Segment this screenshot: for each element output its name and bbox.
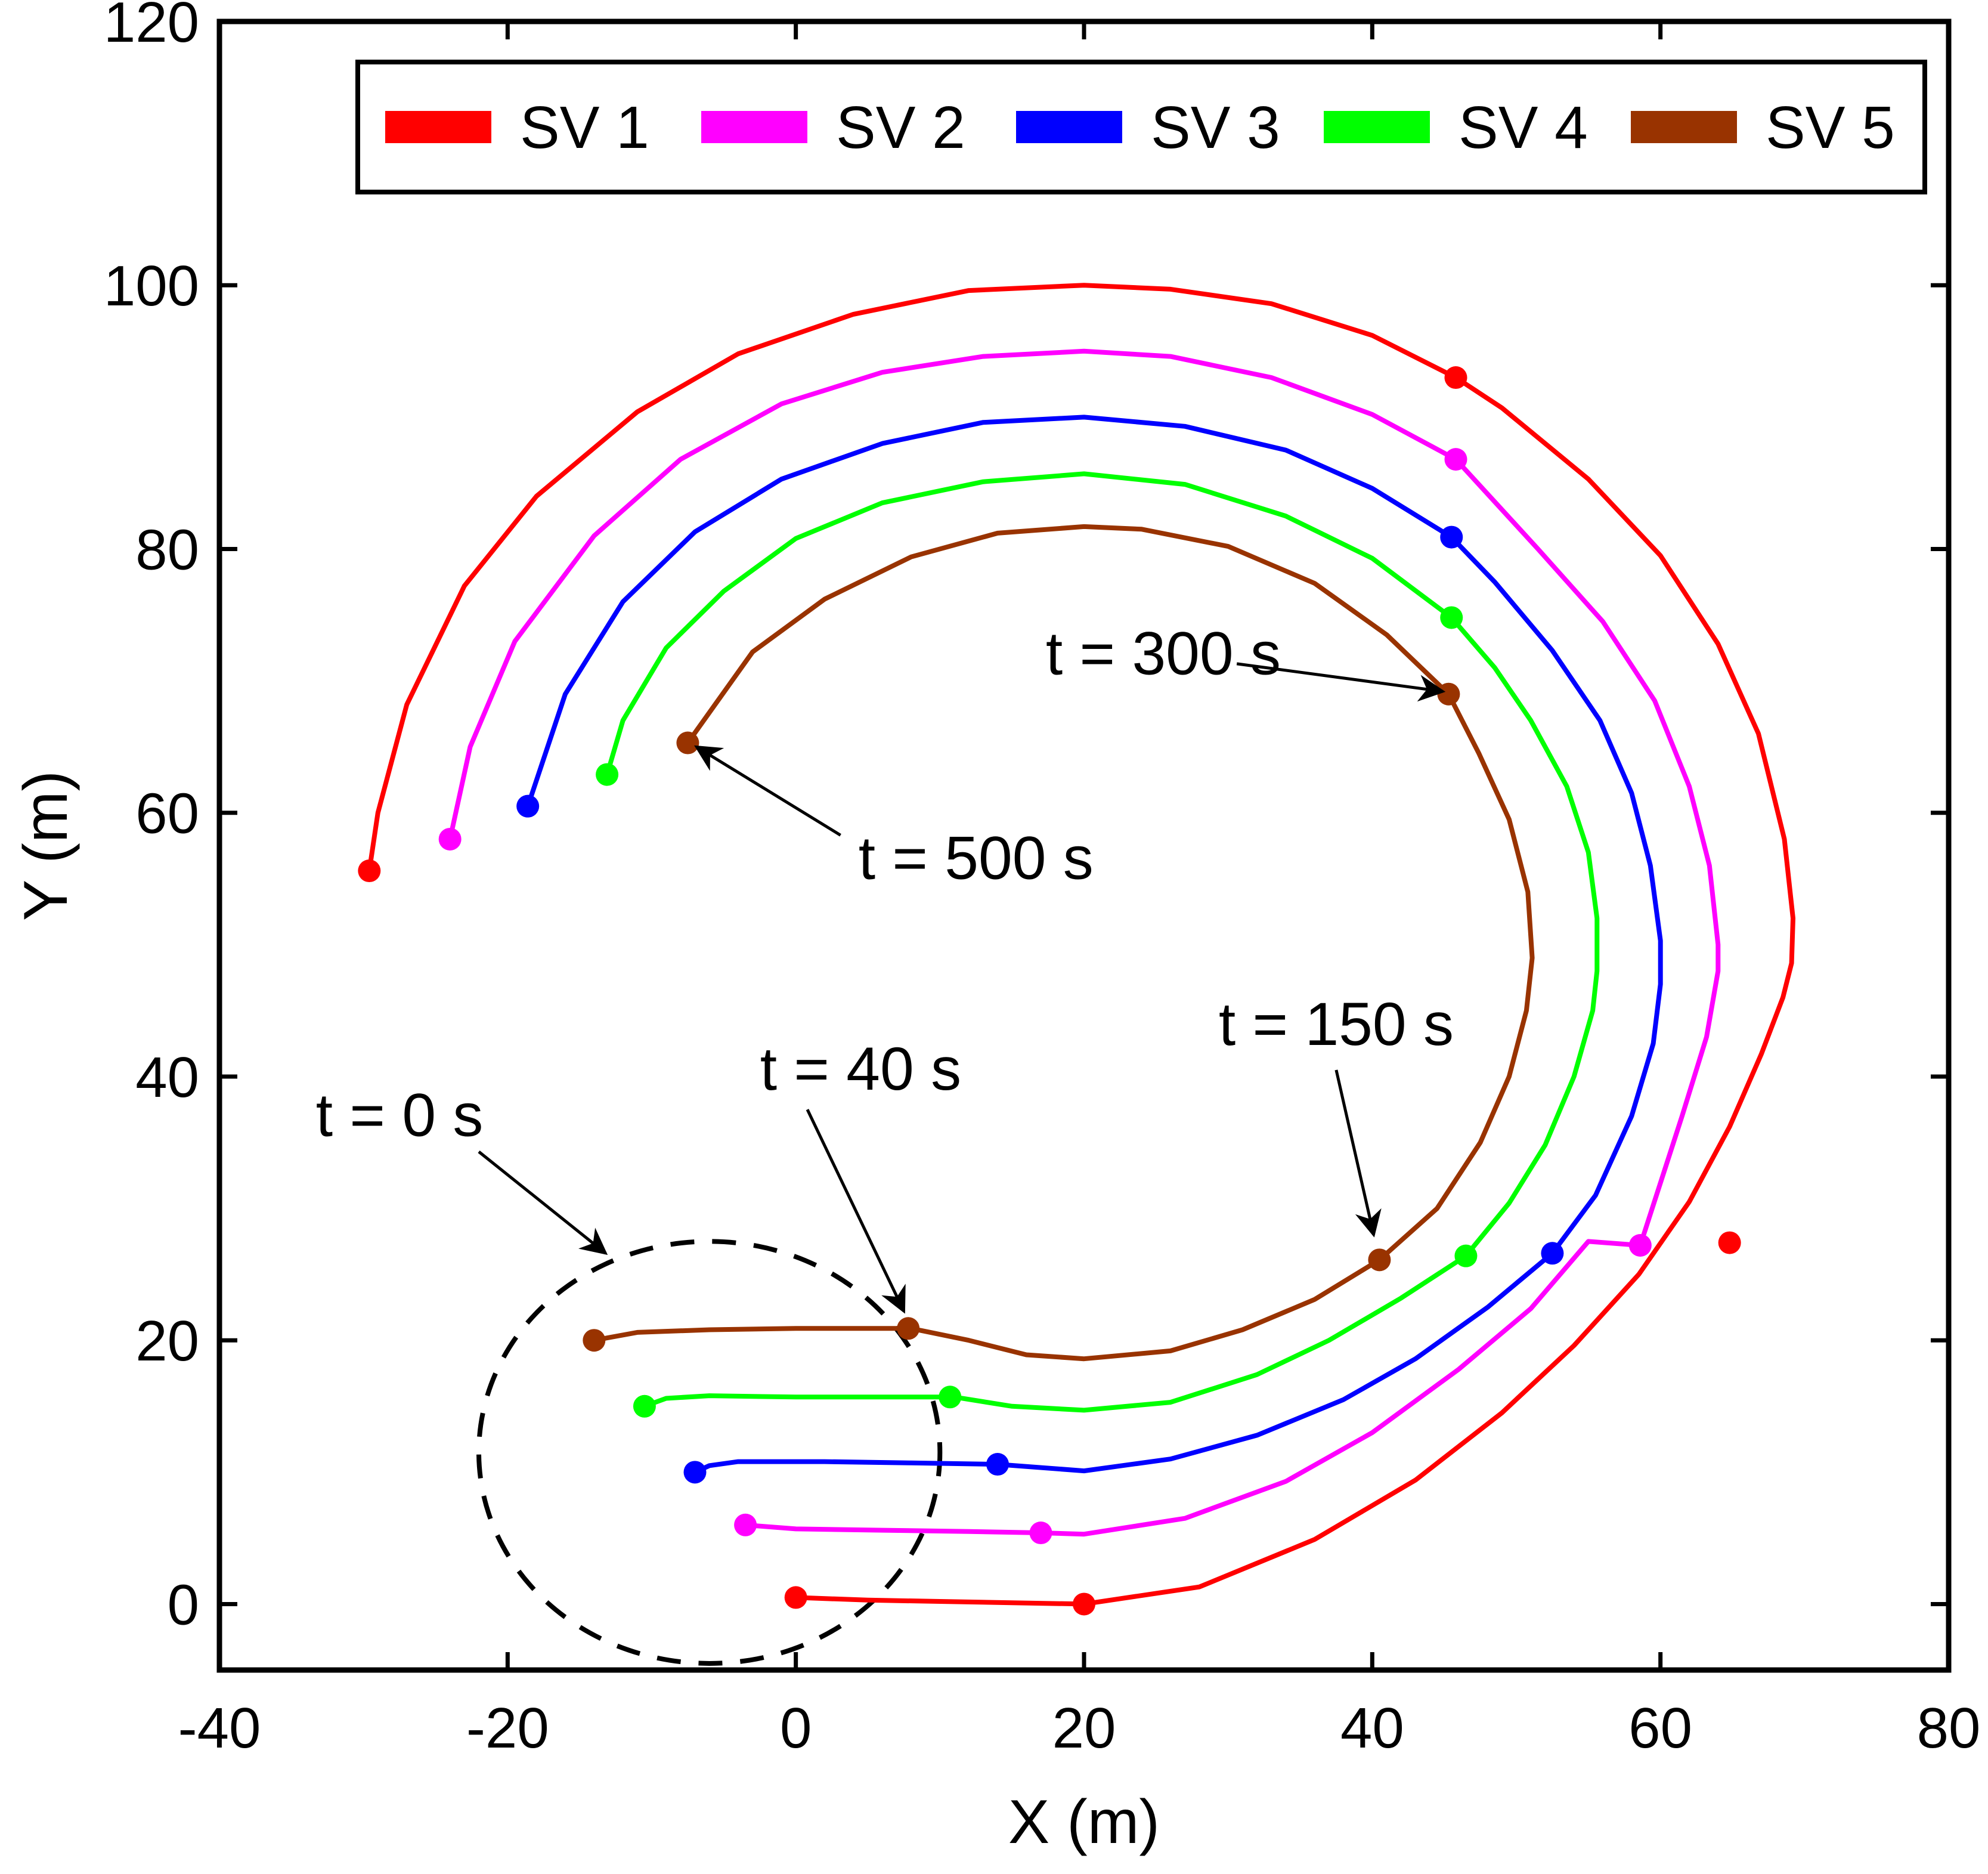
data-point <box>583 1329 606 1352</box>
legend-item-5: SV 5 <box>1631 94 1895 161</box>
x-tick-label: 60 <box>1628 1696 1692 1760</box>
series-line <box>592 524 1535 1362</box>
data-point <box>1444 366 1467 389</box>
annotation-layer: t = 0 s t = 40 s t = 150 s t = 300 s t = 500… <box>316 620 1454 1314</box>
y-axis-title: Y (m) <box>11 771 80 921</box>
legend-swatch <box>701 111 807 143</box>
data-point <box>897 1317 920 1340</box>
annotation: t = 150 s <box>1219 990 1454 1238</box>
x-axis-title: X (m) <box>1008 1788 1160 1857</box>
data-point <box>516 794 540 818</box>
annotation-label: t = 0 s <box>316 1081 484 1149</box>
data-point <box>683 1461 707 1484</box>
y-tick-label: 120 <box>104 0 199 54</box>
series-line <box>447 348 1721 1537</box>
legend-label: SV 3 <box>1151 94 1280 161</box>
x-tick-label: -40 <box>178 1696 261 1760</box>
legend-item-2: SV 2 <box>701 94 965 161</box>
annotation-arrow <box>694 745 841 837</box>
annotation-arrow <box>1236 662 1446 702</box>
y-tick-label: 20 <box>135 1309 199 1373</box>
series-4 <box>596 471 1600 1418</box>
y-tick-label: 0 <box>168 1573 199 1637</box>
x-tick-label: 40 <box>1340 1696 1404 1760</box>
y-tick-label: 100 <box>104 254 199 318</box>
legend-label: SV 1 <box>520 94 649 161</box>
data-point <box>1454 1244 1478 1267</box>
annotation-label: t = 150 s <box>1219 990 1454 1058</box>
annotation-label: t = 300 s <box>1046 620 1281 688</box>
series-line <box>525 415 1663 1475</box>
data-point <box>1718 1231 1741 1254</box>
data-point <box>1073 1592 1095 1616</box>
data-point <box>1440 606 1463 629</box>
series-2 <box>438 348 1721 1545</box>
legend-swatch <box>1324 111 1430 143</box>
data-point <box>1440 525 1463 549</box>
axis-ticks: -40 -20 0 20 40 60 80 0 20 40 60 80 100 120 <box>104 0 1981 1760</box>
data-point <box>734 1513 757 1536</box>
data-point <box>1029 1522 1052 1545</box>
y-tick-label: 60 <box>135 782 199 846</box>
start-region <box>476 1239 943 1666</box>
annotation-arrow <box>1334 1069 1382 1238</box>
legend-swatch <box>1016 111 1122 143</box>
legend-label: SV 5 <box>1766 94 1895 161</box>
data-point <box>358 859 381 883</box>
data-point <box>1368 1248 1391 1272</box>
x-tick-label: -20 <box>466 1696 549 1760</box>
series-line <box>605 471 1600 1413</box>
data-point <box>1628 1233 1652 1257</box>
legend-swatch <box>385 111 491 143</box>
annotation-arrow <box>806 1109 906 1314</box>
x-tick-label: 80 <box>1917 1696 1981 1760</box>
legend-items: SV 1 SV 2 SV 3 SV 4 SV 5 <box>385 94 1895 161</box>
annotation: t = 40 s <box>760 1035 961 1314</box>
annotation-arrow <box>478 1151 608 1255</box>
annotation-label: t = 40 s <box>760 1035 961 1103</box>
series-line <box>367 283 1795 1607</box>
data-point <box>633 1394 656 1418</box>
series-3 <box>516 415 1663 1484</box>
y-tick-label: 80 <box>135 518 199 582</box>
legend-label: SV 4 <box>1459 94 1588 161</box>
y-tick-label: 40 <box>135 1046 199 1109</box>
annotation: t = 300 s <box>1046 620 1446 702</box>
data-point <box>1444 448 1467 471</box>
plot-area: t = 0 s t = 40 s t = 150 s t = 300 s t = 500… <box>216 18 1952 1673</box>
annotation: t = 500 s <box>694 745 1094 892</box>
legend-swatch <box>1631 111 1737 143</box>
data-point <box>1437 682 1460 706</box>
data-point <box>1541 1242 1564 1265</box>
data-point <box>596 763 619 786</box>
x-tick-label: 0 <box>780 1696 812 1760</box>
legend: SV 1 SV 2 SV 3 SV 4 SV 5 <box>355 60 1927 194</box>
series-1 <box>358 283 1795 1616</box>
x-tick-label: 20 <box>1052 1696 1116 1760</box>
data-point <box>438 827 462 851</box>
annotation: t = 0 s <box>316 1081 608 1255</box>
data-point <box>986 1453 1009 1476</box>
series-layer <box>358 283 1795 1616</box>
legend-item-3: SV 3 <box>1016 94 1280 161</box>
start-region-circle <box>476 1239 943 1666</box>
data-point <box>939 1386 962 1409</box>
data-point <box>676 731 699 754</box>
legend-item-1: SV 1 <box>385 94 649 161</box>
data-point <box>784 1586 807 1609</box>
legend-label: SV 2 <box>836 94 965 161</box>
annotation-label: t = 500 s <box>859 824 1094 892</box>
legend-item-4: SV 4 <box>1324 94 1588 161</box>
